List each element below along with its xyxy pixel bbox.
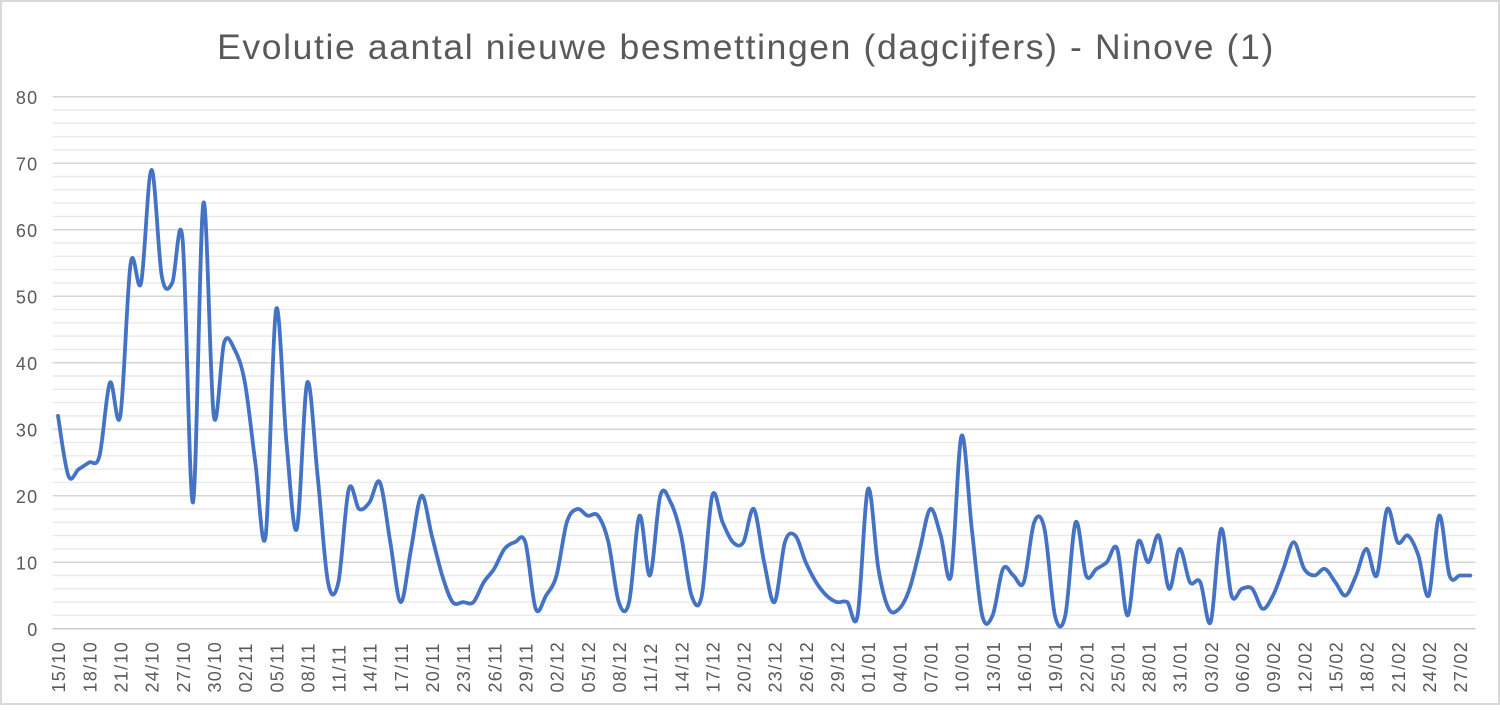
svg-text:60: 60	[16, 221, 39, 241]
svg-text:17/12: 17/12	[703, 641, 723, 693]
svg-text:27/10: 27/10	[174, 641, 194, 693]
svg-text:40: 40	[16, 354, 39, 374]
svg-text:18/10: 18/10	[80, 641, 100, 693]
svg-text:31/01: 31/01	[1171, 641, 1191, 693]
svg-text:30: 30	[16, 420, 39, 440]
svg-text:05/12: 05/12	[579, 641, 599, 693]
svg-text:09/02: 09/02	[1264, 641, 1284, 693]
svg-text:01/01: 01/01	[859, 641, 879, 693]
svg-text:15/10: 15/10	[49, 641, 69, 693]
svg-text:29/12: 29/12	[828, 641, 848, 693]
svg-text:30/10: 30/10	[205, 641, 225, 693]
svg-text:12/02: 12/02	[1295, 641, 1315, 693]
svg-text:29/11: 29/11	[517, 642, 537, 692]
svg-text:26/12: 26/12	[797, 641, 817, 693]
svg-text:22/01: 22/01	[1077, 641, 1097, 693]
svg-text:08/11: 08/11	[298, 642, 318, 692]
svg-text:05/11: 05/11	[267, 642, 287, 692]
svg-text:24/10: 24/10	[143, 641, 163, 693]
svg-text:11/11: 11/11	[330, 644, 350, 693]
svg-text:21/10: 21/10	[112, 641, 132, 693]
svg-text:20: 20	[16, 487, 39, 507]
svg-text:15/02: 15/02	[1327, 641, 1347, 693]
svg-text:07/01: 07/01	[922, 641, 942, 693]
svg-text:Evolutie aantal nieuwe besmett: Evolutie aantal nieuwe besmettingen (dag…	[217, 27, 1275, 67]
svg-text:13/01: 13/01	[984, 641, 1004, 693]
svg-text:26/11: 26/11	[485, 642, 505, 692]
svg-text:0: 0	[27, 620, 38, 640]
svg-text:10/01: 10/01	[953, 641, 973, 693]
svg-text:20/12: 20/12	[735, 641, 755, 693]
svg-text:02/11: 02/11	[236, 642, 256, 692]
svg-text:03/02: 03/02	[1202, 641, 1222, 693]
svg-text:02/12: 02/12	[548, 641, 568, 693]
svg-text:18/02: 18/02	[1358, 641, 1378, 693]
svg-text:14/11: 14/11	[361, 642, 381, 692]
svg-text:28/01: 28/01	[1140, 641, 1160, 693]
svg-text:11/12: 11/12	[641, 642, 661, 692]
svg-text:50: 50	[16, 287, 39, 307]
svg-text:04/01: 04/01	[890, 641, 910, 693]
svg-text:06/02: 06/02	[1233, 641, 1253, 693]
svg-text:70: 70	[16, 154, 39, 174]
svg-text:08/12: 08/12	[610, 641, 630, 693]
svg-text:14/12: 14/12	[672, 641, 692, 693]
svg-text:21/02: 21/02	[1389, 641, 1409, 693]
svg-text:24/02: 24/02	[1420, 641, 1440, 693]
svg-text:16/01: 16/01	[1015, 641, 1035, 693]
svg-text:19/01: 19/01	[1046, 641, 1066, 693]
svg-text:23/11: 23/11	[454, 642, 474, 692]
svg-text:20/11: 20/11	[423, 642, 443, 692]
svg-text:27/02: 27/02	[1451, 641, 1471, 693]
svg-text:17/11: 17/11	[392, 642, 412, 692]
svg-text:10: 10	[16, 553, 39, 573]
svg-text:80: 80	[16, 88, 39, 108]
svg-text:25/01: 25/01	[1108, 641, 1128, 693]
svg-text:23/12: 23/12	[766, 641, 786, 693]
